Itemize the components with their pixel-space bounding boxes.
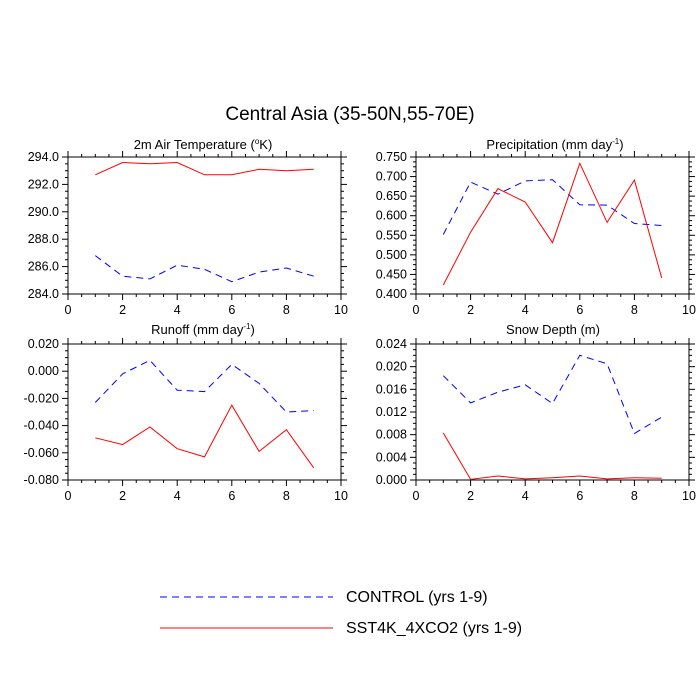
- y-tick-label: 0.000: [376, 473, 407, 487]
- y-tick-label: 0.700: [376, 170, 407, 184]
- y-tick-label: 0.012: [376, 405, 407, 419]
- panel-title: Snow Depth (m): [506, 322, 600, 337]
- y-tick-label: -0.060: [24, 446, 59, 460]
- series-control-line: [442, 354, 662, 435]
- y-tick-label: 294.0: [28, 150, 59, 164]
- x-tick-label: 4: [522, 303, 529, 317]
- y-tick-label: 0.008: [376, 428, 407, 442]
- panel-title-tail: K): [259, 137, 272, 152]
- series-sst4k-4xco2-line: [442, 161, 663, 286]
- plot-frame: [415, 343, 690, 481]
- panel-title-tail: ): [619, 137, 623, 152]
- series-sst4k-4xco2-line: [95, 161, 314, 176]
- x-tick-label: 2: [467, 303, 474, 317]
- panel-title-main: Snow Depth (m): [506, 322, 600, 337]
- panel-title-main: Precipitation (mm day: [486, 137, 612, 152]
- legend: CONTROL (yrs 1-9) SST4K_4XCO2 (yrs 1-9): [160, 589, 522, 637]
- y-tick-label: 284.0: [28, 287, 59, 301]
- y-tick-label: 0.016: [376, 382, 407, 396]
- x-tick-label: 0: [65, 303, 72, 317]
- panel-title-sup: o: [255, 137, 260, 146]
- y-tick-label: 0.500: [376, 248, 407, 262]
- y-tick-label: 288.0: [28, 232, 59, 246]
- y-tick-label: 0.550: [376, 228, 407, 242]
- y-tick-label: 0.000: [28, 364, 59, 378]
- x-tick-label: 4: [174, 489, 181, 503]
- x-tick-label: 10: [682, 489, 696, 503]
- x-tick-label: 2: [119, 303, 126, 317]
- y-tick-label: -0.040: [24, 419, 59, 433]
- y-tick-label: 286.0: [28, 260, 59, 274]
- panel-snow-depth: Snow Depth (m) 0.000 0.004 0.008 0.012 0.016…: [376, 322, 696, 503]
- y-tick-label: 0.600: [376, 209, 407, 223]
- panel-title-tail: ): [251, 322, 255, 337]
- y-tick-label: -0.020: [24, 391, 59, 405]
- x-tick-label: 8: [283, 303, 290, 317]
- series-control-line: [94, 255, 314, 283]
- plot-marks: 284.0 286.0 288.0 290.0 292.0 294.0 0 2 4 6 8 10: [28, 150, 348, 317]
- x-tick-label: 8: [283, 489, 290, 503]
- x-tick-label: 6: [228, 489, 235, 503]
- plot-marks: 0.400 0.450 0.500 0.550 0.600 0.650 0.700 0.750…: [376, 150, 696, 317]
- x-tick-label: 10: [682, 303, 696, 317]
- x-tick-label: 6: [228, 303, 235, 317]
- plot-frame: [67, 343, 342, 481]
- panel-title: 2m Air Temperature (oK): [134, 137, 273, 152]
- x-tick-label: 4: [522, 489, 529, 503]
- plot-marks: -0.080 -0.060 -0.040 -0.020 0.000 0.020 0 2 4 6 8 1…: [24, 337, 348, 503]
- panel-title: Runoff (mm day-1): [151, 322, 255, 337]
- x-tick-label: 10: [334, 489, 348, 503]
- panel-runoff: Runoff (mm day-1) -0.080-0.060-0.040-0.0…: [24, 322, 348, 503]
- legend-label-control: CONTROL (yrs 1-9): [346, 589, 488, 606]
- y-tick-label: 0.020: [376, 360, 407, 374]
- x-tick-label: 4: [174, 303, 181, 317]
- figure-title: Central Asia (35-50N,55-70E): [225, 104, 474, 125]
- x-tick-label: 6: [576, 489, 583, 503]
- y-tick-label: 0.450: [376, 267, 407, 281]
- x-tick-label: 0: [65, 489, 72, 503]
- y-tick-label: 0.004: [376, 450, 407, 464]
- x-tick-label: 2: [119, 489, 126, 503]
- panel-title-main: Runoff (mm day: [151, 322, 244, 337]
- x-tick-label: 0: [413, 489, 420, 503]
- panel-title-main: 2m Air Temperature (: [134, 137, 256, 152]
- x-tick-label: 6: [576, 303, 583, 317]
- y-tick-label: 0.650: [376, 189, 407, 203]
- plot-frame: [67, 156, 342, 295]
- y-tick-label: 0.750: [376, 150, 407, 164]
- legend-label-sst4k: SST4K_4XCO2 (yrs 1-9): [346, 620, 522, 637]
- x-tick-label: 0: [413, 303, 420, 317]
- panel-title-sup: -1: [243, 322, 251, 331]
- y-tick-label: 290.0: [28, 205, 59, 219]
- plot-frame: [415, 156, 690, 295]
- x-tick-label: 8: [631, 303, 638, 317]
- y-tick-label: 0.020: [28, 337, 59, 351]
- series-sst4k-4xco2-line: [442, 432, 662, 480]
- panel-title-sup: -1: [612, 137, 620, 146]
- x-tick-label: 10: [334, 303, 348, 317]
- y-tick-label: 0.024: [376, 337, 407, 351]
- series-sst4k-4xco2-line: [95, 404, 315, 469]
- plot-marks: 0.000 0.004 0.008 0.012 0.016 0.020 0.024 0 2 4 6 8…: [376, 337, 696, 503]
- panel-precipitation: Precipitation (mm day-1) 0.400 0.450 0.500…: [376, 137, 696, 317]
- x-tick-label: 8: [631, 489, 638, 503]
- series-control-line: [442, 179, 662, 235]
- y-tick-label: 292.0: [28, 177, 59, 191]
- x-tick-label: 2: [467, 489, 474, 503]
- series-control-line: [94, 359, 314, 413]
- y-tick-label: -0.080: [24, 473, 59, 487]
- y-tick-label: 0.400: [376, 287, 407, 301]
- panel-title: Precipitation (mm day-1): [486, 137, 623, 152]
- panel-air-temperature: 2m Air Temperature (oK) 284.0286.0288.02…: [28, 137, 348, 317]
